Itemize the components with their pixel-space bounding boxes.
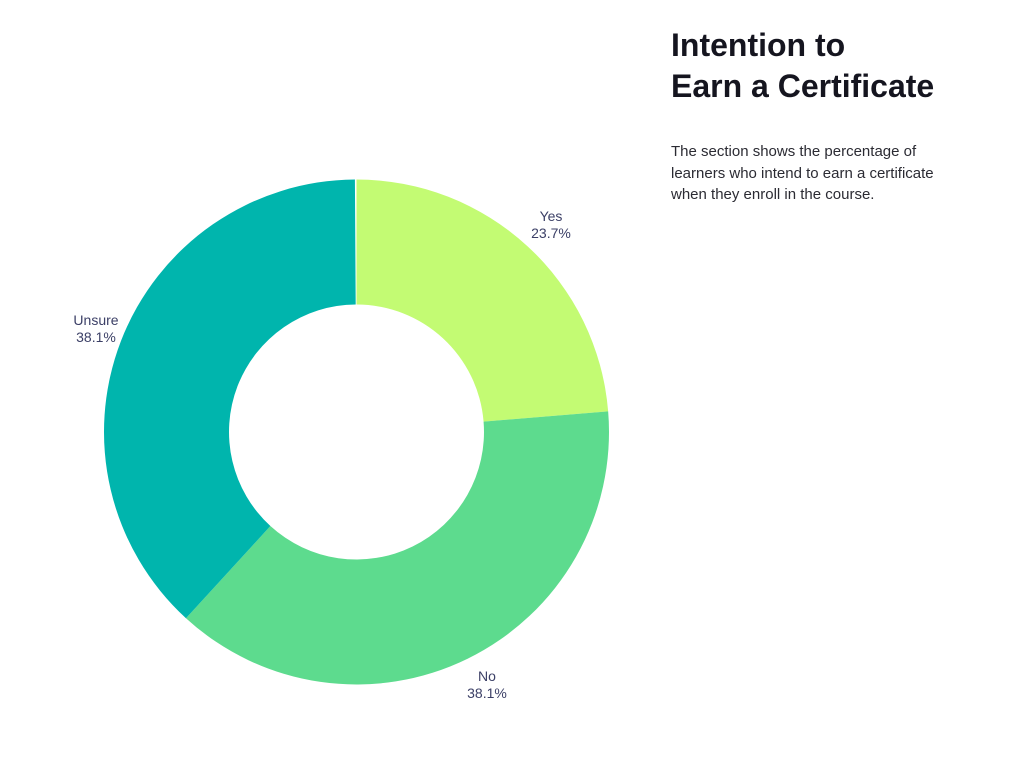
- svg-text:Unsure: Unsure: [73, 312, 118, 328]
- svg-text:No: No: [478, 668, 496, 684]
- svg-text:38.1%: 38.1%: [76, 329, 116, 345]
- svg-text:23.7%: 23.7%: [531, 225, 571, 241]
- svg-text:38.1%: 38.1%: [467, 685, 507, 701]
- svg-text:Yes: Yes: [540, 208, 563, 224]
